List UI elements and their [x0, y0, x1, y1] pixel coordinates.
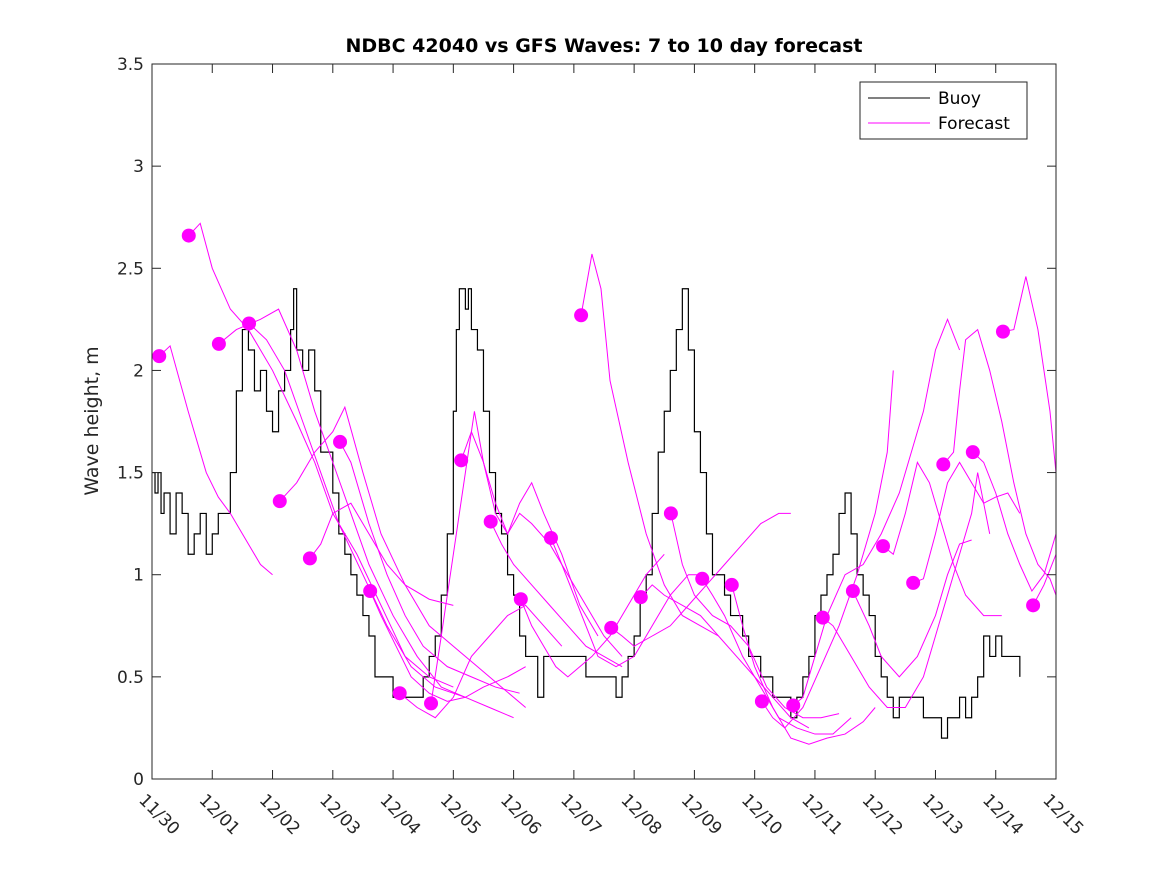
- legend-forecast-label: Forecast: [938, 114, 1010, 134]
- forecast-start-point: [906, 575, 921, 590]
- forecast-start-point: [845, 584, 860, 599]
- forecast-series-line: [490, 521, 623, 668]
- forecast-series-line: [460, 430, 623, 657]
- forecast-series-line: [369, 590, 526, 702]
- forecast-series-line: [339, 441, 520, 694]
- forecast-series-line: [942, 328, 1056, 596]
- forecast-series-line: [580, 253, 719, 637]
- forecast-start-point: [513, 592, 528, 607]
- forecast-series-line: [550, 537, 707, 668]
- chart-title: NDBC 42040 vs GFS Waves: 7 to 10 day for…: [345, 35, 862, 57]
- legend-buoy-label: Buoy: [938, 89, 981, 109]
- forecast-series-line: [731, 584, 876, 745]
- y-tick-label: 3.5: [117, 55, 144, 75]
- forecast-series-line: [640, 584, 810, 729]
- forecast-start-point: [815, 610, 830, 625]
- forecast-start-point: [695, 571, 710, 586]
- forecast-series-line: [701, 578, 852, 735]
- buoy-series-line: [152, 288, 1021, 739]
- forecast-series-line: [912, 461, 1021, 584]
- forecast-start-point: [754, 694, 769, 709]
- forecast-start-point: [302, 551, 317, 566]
- forecast-series-line: [761, 370, 894, 729]
- forecast-series-line: [852, 539, 972, 678]
- forecast-start-point: [786, 698, 801, 713]
- y-tick-label: 0.5: [117, 668, 144, 688]
- y-axis-label: Wave height, m: [81, 346, 103, 495]
- forecast-start-point: [633, 590, 648, 605]
- forecast-series-line: [430, 411, 599, 704]
- forecast-series-line: [309, 502, 454, 606]
- forecast-series-line: [279, 405, 526, 708]
- y-tick-label: 1: [133, 566, 144, 586]
- legend-box: [859, 81, 1028, 140]
- forecast-series-line: [218, 308, 466, 698]
- forecast-series-line: [1032, 554, 1056, 606]
- y-tick-label: 3: [133, 157, 144, 177]
- forecast-start-point: [152, 349, 167, 364]
- forecast-start-point: [424, 696, 439, 711]
- forecast-series-line: [399, 604, 563, 719]
- y-tick-label: 2.5: [117, 259, 144, 279]
- forecast-series-line: [972, 451, 1056, 593]
- forecast-start-point: [392, 686, 407, 701]
- forecast-start-point: [876, 539, 891, 554]
- forecast-start-point: [543, 530, 558, 545]
- plot-axes-box: [151, 63, 1057, 780]
- forecast-start-point: [454, 453, 469, 468]
- forecast-start-point: [211, 336, 226, 351]
- forecast-start-point: [604, 620, 619, 635]
- y-tick-label: 0: [133, 770, 144, 790]
- forecast-start-point: [1026, 598, 1041, 613]
- forecast-start-point: [483, 514, 498, 529]
- forecast-series-line: [822, 472, 991, 708]
- forecast-start-point: [363, 584, 378, 599]
- forecast-start-point: [272, 494, 287, 509]
- forecast-start-point: [724, 577, 739, 592]
- forecast-start-point: [333, 434, 348, 449]
- forecast-start-point: [995, 324, 1010, 339]
- forecast-start-point: [965, 445, 980, 460]
- forecast-series-line: [792, 317, 961, 706]
- forecast-start-point: [242, 316, 257, 331]
- forecast-series-line: [158, 344, 273, 576]
- forecast-series-line: [882, 461, 1002, 617]
- forecast-start-point: [663, 506, 678, 521]
- forecast-start-point: [936, 457, 951, 472]
- forecast-series-line: [1002, 276, 1056, 473]
- forecast-series-line: [188, 222, 454, 688]
- forecast-start-point: [574, 308, 589, 323]
- forecast-series-line: [610, 512, 791, 647]
- forecast-start-point: [181, 228, 196, 243]
- y-tick-label: 1.5: [117, 464, 144, 484]
- y-tick-label: 2: [133, 361, 144, 381]
- legend: Buoy Forecast: [859, 81, 1028, 140]
